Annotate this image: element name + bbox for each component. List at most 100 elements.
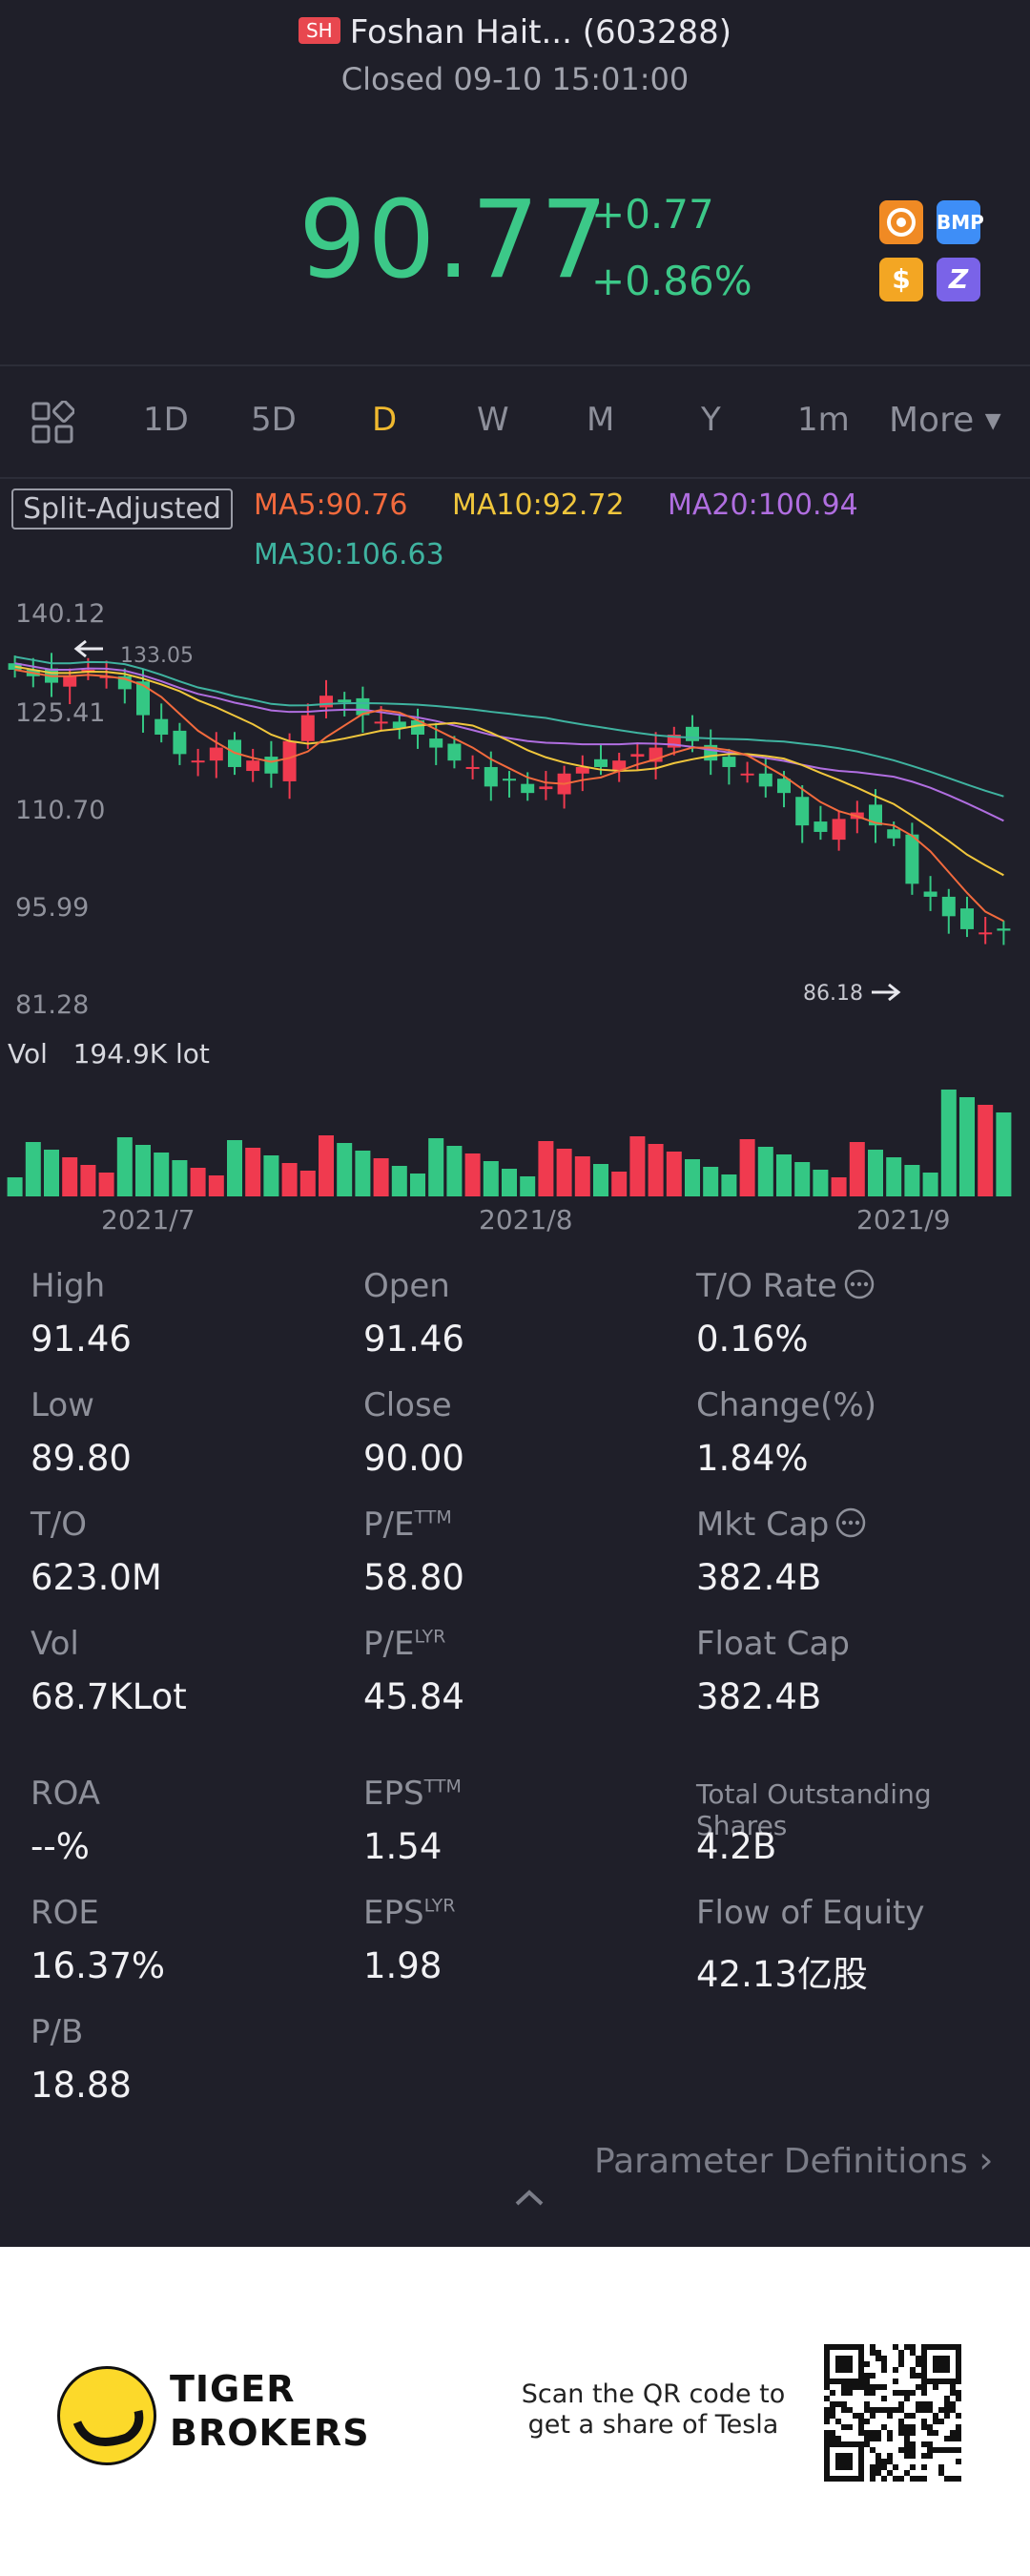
volume-bar	[135, 1145, 151, 1196]
tab-more[interactable]: More ▼	[889, 401, 1001, 440]
volume-bar	[996, 1112, 1012, 1196]
stat-value: 42.13亿股	[696, 1954, 868, 1995]
low-value: 86.18	[803, 982, 863, 1006]
x-tick-label: 2021/7	[101, 1204, 196, 1236]
tab-y[interactable]: Y	[701, 401, 721, 439]
candlestick-chart[interactable]: 133.05 86.18	[0, 572, 1030, 1202]
volume-bar	[831, 1177, 847, 1196]
ma10-line	[14, 665, 1004, 877]
mooomoo-icon[interactable]	[879, 200, 923, 244]
ma20-label: MA20:100.94	[668, 488, 858, 522]
volume-bar	[116, 1137, 133, 1196]
candle-body	[465, 766, 480, 769]
last-price: 90.77	[299, 178, 609, 302]
volume-bar	[757, 1147, 773, 1196]
volume-bar	[703, 1167, 719, 1196]
tab-1m[interactable]: 1m	[797, 401, 850, 439]
volume-bar	[685, 1159, 700, 1196]
stat-label: EPSTTM	[363, 1775, 462, 1813]
info-icon[interactable]	[837, 1267, 876, 1305]
volume-bar	[629, 1136, 646, 1196]
arrow-right-icon	[872, 983, 901, 1002]
header-divider	[0, 364, 1030, 366]
stat-label: EPSLYR	[363, 1894, 456, 1932]
candle-body	[191, 760, 205, 763]
volume-bar	[190, 1168, 206, 1196]
chevron-down-icon: ▼	[984, 409, 1001, 433]
tab-5d[interactable]: 5D	[251, 401, 297, 439]
volume-bar	[319, 1135, 334, 1196]
stat-value: 45.84	[363, 1676, 464, 1717]
stat-label: High	[31, 1267, 106, 1305]
scan-line-2: get a share of Tesla	[527, 2410, 779, 2440]
candle-body	[594, 758, 608, 767]
grid-icon[interactable]	[31, 400, 75, 445]
split-adjusted-button[interactable]: Split-Adjusted	[11, 488, 233, 530]
tabs-divider	[0, 477, 1030, 479]
volume-bar	[940, 1090, 957, 1196]
tab-w[interactable]: W	[477, 401, 509, 439]
parameter-definitions-link[interactable]: Parameter Definitions ›	[594, 2139, 993, 2181]
candle-body	[941, 896, 956, 917]
stat-value: 4.2B	[696, 1826, 777, 1867]
dollar-icon[interactable]: $	[879, 258, 923, 301]
tab-1d[interactable]: 1D	[143, 401, 189, 439]
candle-body	[722, 757, 736, 767]
ma30-line	[14, 655, 1004, 798]
candle-body	[246, 760, 260, 772]
stat-value: 382.4B	[696, 1676, 822, 1717]
stat-label: Total Outstanding Shares	[696, 1778, 932, 1841]
y-tick-label: 125.41	[15, 698, 106, 728]
ma10-label: MA10:92.72	[452, 488, 625, 522]
tab-m[interactable]: M	[587, 401, 615, 439]
volume-bar	[391, 1166, 407, 1196]
tab-d[interactable]: D	[372, 401, 398, 439]
stat-label: P/ETTM	[363, 1506, 452, 1544]
stat-value: 1.98	[363, 1945, 443, 1986]
y-tick-label: 81.28	[15, 990, 90, 1020]
chevron-up-icon[interactable]	[513, 2187, 546, 2213]
z-icon[interactable]: Z	[937, 258, 980, 301]
candle-body	[777, 779, 791, 794]
app-screen	[0, 0, 1030, 2247]
volume-bar	[538, 1141, 554, 1196]
candle-body	[814, 821, 828, 832]
candle-body	[686, 726, 699, 741]
candle-body	[447, 743, 462, 761]
candle-body	[411, 720, 424, 735]
market-status: Closed 09-10 15:01:00	[340, 61, 690, 97]
stat-value: 1.54	[363, 1826, 443, 1867]
volume-bar	[813, 1170, 829, 1196]
y-tick-label: 110.70	[15, 796, 106, 825]
low-marker: 86.18	[803, 982, 901, 1006]
high-value: 133.05	[120, 644, 194, 668]
volume-bar	[593, 1164, 608, 1196]
info-icon[interactable]	[829, 1506, 867, 1544]
volume-bar	[98, 1173, 114, 1196]
candle-body	[521, 783, 535, 794]
volume-bar	[666, 1152, 682, 1196]
volume-bar	[502, 1169, 517, 1196]
candle-body	[539, 786, 553, 790]
volume-bar	[337, 1143, 353, 1196]
ma20-line	[14, 662, 1004, 822]
tiger-logo	[57, 2366, 156, 2465]
candle-body	[338, 699, 352, 702]
volume-bar	[62, 1157, 78, 1196]
stat-label: Close	[363, 1386, 452, 1424]
candle-body	[960, 908, 974, 929]
volume-bar	[373, 1158, 389, 1196]
candle-body	[136, 681, 150, 716]
stock-title: SH Foshan Hait... (603288)	[0, 13, 1030, 52]
stat-label: Open	[363, 1267, 450, 1305]
high-marker: 133.05	[73, 639, 194, 668]
volume-bar	[80, 1165, 96, 1196]
candle-body	[429, 738, 443, 748]
arrow-left-icon	[73, 639, 103, 658]
more-label: More	[889, 401, 975, 440]
volume-bar	[44, 1150, 59, 1196]
x-tick-label: 2021/9	[856, 1204, 951, 1236]
stat-value: --%	[31, 1826, 90, 1867]
bmp-icon[interactable]: BMP	[937, 200, 984, 244]
brand-line-1: TIGER	[170, 2368, 296, 2410]
